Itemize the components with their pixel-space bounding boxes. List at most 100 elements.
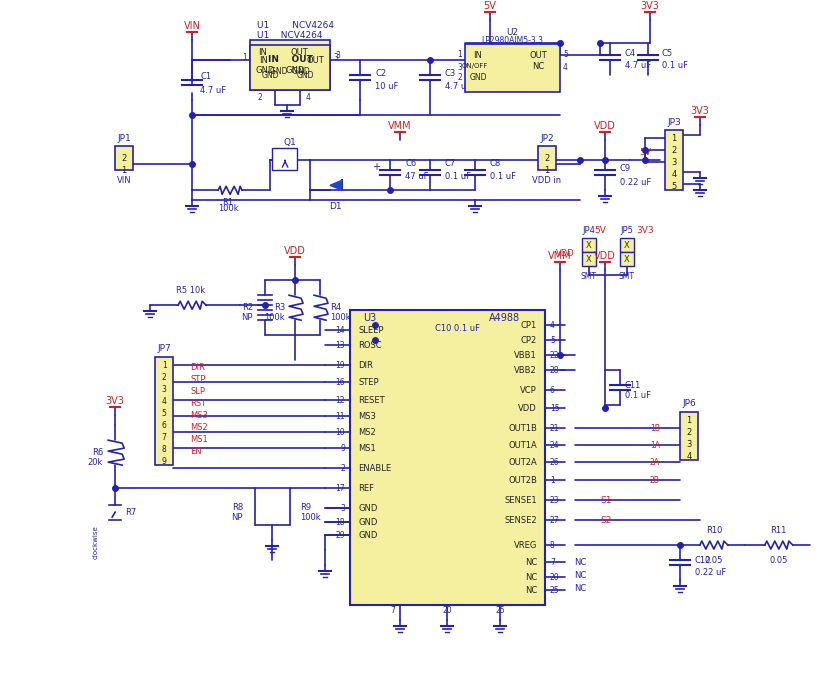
Text: EN: EN [190, 447, 202, 456]
Text: 28: 28 [550, 365, 559, 375]
Text: VDD: VDD [518, 404, 537, 413]
Text: JP2: JP2 [540, 134, 554, 144]
Text: NC: NC [525, 558, 537, 566]
Text: 0.1 uF: 0.1 uF [490, 172, 516, 181]
Text: JP6: JP6 [682, 399, 696, 408]
Text: JP4: JP4 [582, 226, 596, 235]
Text: JP5: JP5 [621, 226, 633, 235]
Text: JP7: JP7 [157, 344, 171, 354]
Text: JP3: JP3 [667, 118, 680, 127]
Text: R4: R4 [330, 302, 341, 312]
Text: clockwise: clockwise [92, 525, 98, 559]
Text: 3: 3 [333, 52, 338, 62]
Text: 27: 27 [550, 516, 559, 524]
Text: 4: 4 [162, 397, 166, 406]
Text: 7: 7 [162, 433, 166, 442]
Text: IN: IN [259, 56, 267, 65]
Text: STEP: STEP [358, 378, 379, 386]
Text: 100k: 100k [265, 313, 285, 322]
Text: NP: NP [232, 512, 243, 522]
Text: 100k: 100k [300, 512, 321, 522]
Text: U1        NCV4264: U1 NCV4264 [256, 22, 333, 30]
Text: X: X [586, 255, 592, 264]
Text: 0.1 uF: 0.1 uF [625, 391, 651, 400]
Text: 1: 1 [550, 475, 554, 484]
Text: 100k: 100k [330, 313, 350, 322]
Text: 1B: 1B [650, 424, 660, 433]
Text: 19: 19 [335, 360, 345, 370]
Text: 2B: 2B [650, 475, 660, 484]
Text: 1: 1 [162, 360, 166, 370]
Bar [582, 252, 596, 266]
Bar [582, 238, 596, 252]
Text: GND: GND [286, 66, 305, 75]
Text: RESET: RESET [358, 395, 385, 405]
Text: CP2: CP2 [521, 336, 537, 344]
Text: X: X [586, 241, 592, 250]
Text: 12: 12 [335, 395, 345, 405]
Text: 2: 2 [544, 154, 549, 163]
Text: IN: IN [258, 48, 267, 57]
Bar [620, 252, 634, 266]
Text: 5: 5 [162, 409, 166, 418]
Text: 3: 3 [686, 440, 691, 449]
Text: MS3: MS3 [358, 412, 376, 421]
Text: D1: D1 [328, 202, 341, 211]
Text: 8: 8 [550, 540, 554, 550]
Text: 3: 3 [457, 63, 462, 72]
Text: R10: R10 [706, 526, 722, 535]
Text: OUT1B: OUT1B [508, 424, 537, 433]
Text: 0.22 uF: 0.22 uF [695, 568, 726, 577]
Text: 29: 29 [335, 531, 345, 540]
Text: JP1: JP1 [118, 134, 131, 144]
Text: GND: GND [358, 503, 377, 512]
Text: R11: R11 [770, 526, 787, 535]
Text: 2: 2 [258, 93, 262, 102]
Text: 4.7 uF: 4.7 uF [625, 61, 651, 70]
Bar [620, 238, 634, 252]
Text: 26: 26 [550, 458, 559, 467]
Text: 47 uF: 47 uF [405, 172, 428, 181]
Text: S1: S1 [600, 496, 612, 505]
Text: OUT2B: OUT2B [508, 475, 537, 484]
Text: MS2: MS2 [358, 428, 375, 437]
Text: SENSE1: SENSE1 [504, 496, 537, 505]
Text: U1    NCV4264: U1 NCV4264 [257, 31, 323, 40]
Text: 17: 17 [335, 484, 345, 493]
Text: VMM: VMM [388, 121, 412, 132]
Text: R7: R7 [125, 508, 136, 517]
Bar [250, 46, 330, 90]
Text: 0.05: 0.05 [769, 556, 788, 565]
Text: GND: GND [255, 66, 275, 75]
Text: ROSC: ROSC [358, 341, 381, 350]
Bar [350, 310, 545, 605]
Text: OUT: OUT [291, 48, 308, 57]
Text: 2: 2 [671, 146, 676, 155]
Text: +: + [372, 162, 380, 172]
Text: OUT1A: OUT1A [508, 440, 537, 449]
Text: 1: 1 [243, 52, 247, 62]
Text: C7: C7 [445, 159, 456, 168]
Text: R1: R1 [223, 198, 234, 207]
Text: VMM: VMM [549, 251, 572, 261]
Text: C9: C9 [620, 164, 631, 173]
Text: SLEEP: SLEEP [358, 326, 384, 335]
Text: 100k: 100k [218, 204, 239, 214]
Text: 3V3: 3V3 [640, 1, 659, 11]
Text: Q1: Q1 [284, 138, 297, 147]
Text: 0.05: 0.05 [705, 556, 723, 565]
Text: 2: 2 [686, 428, 691, 437]
Text: 0.1 uF: 0.1 uF [445, 172, 471, 181]
Text: VIN: VIN [184, 22, 201, 32]
Text: 1: 1 [122, 166, 127, 175]
Text: 11: 11 [335, 412, 345, 421]
Text: 2A: 2A [650, 458, 660, 467]
Text: 2: 2 [340, 463, 345, 473]
Text: VREG: VREG [513, 540, 537, 550]
Text: MS2: MS2 [190, 423, 207, 432]
Text: IN    OUT: IN OUT [268, 55, 312, 64]
Bar [680, 412, 698, 460]
Text: 3V3: 3V3 [106, 396, 124, 406]
Text: GND: GND [470, 73, 486, 82]
Text: C5: C5 [662, 49, 673, 58]
